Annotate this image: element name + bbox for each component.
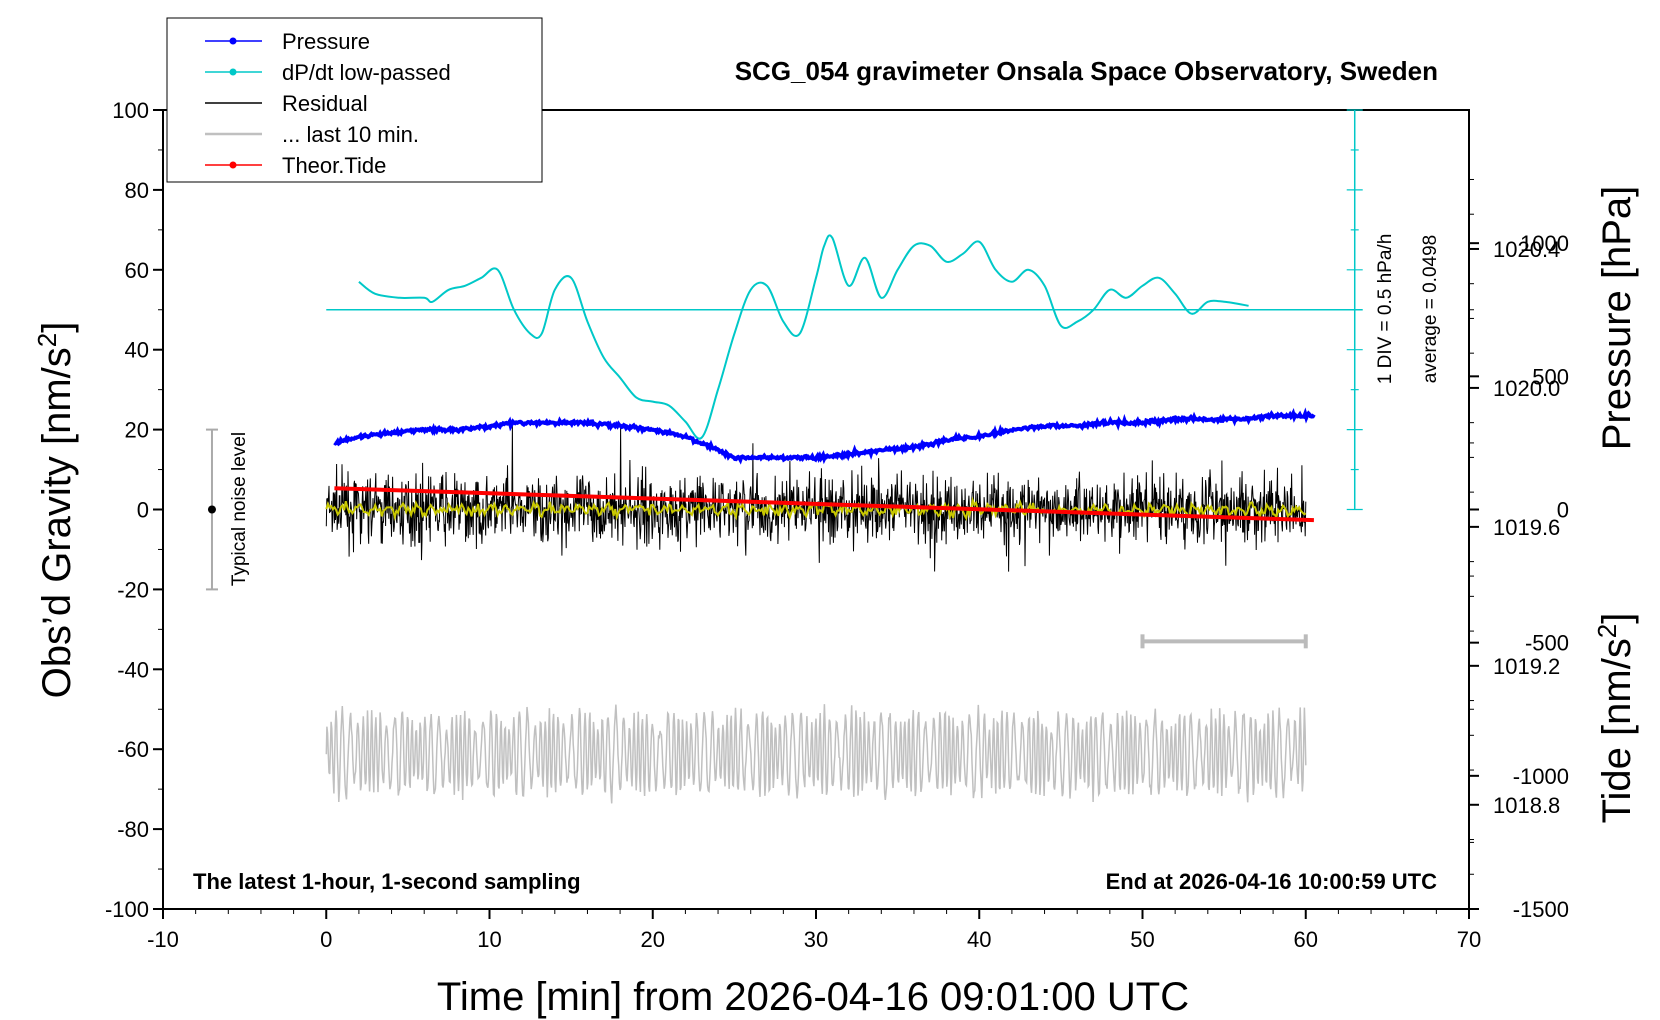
- axis-ticks: -10 0 10 20 30 40 50 60 70100806040200-20-40-60-…: [105, 98, 1569, 952]
- x-tick-label: 70: [1457, 927, 1481, 952]
- legend-label: dP/dt low-passed: [282, 60, 451, 85]
- noise-level-label: Typical noise level: [229, 432, 250, 586]
- y-tide-tick-label: -1000: [1513, 764, 1569, 789]
- y-tide-tick-label: 0: [1557, 498, 1569, 523]
- y-left-tick-label: 0: [137, 498, 149, 523]
- x-axis-label: Time [min] from 2026-04-16 09:01:00 UTC: [437, 975, 1189, 1019]
- data-series: [205, 109, 1363, 804]
- y-pressure-tick-label: 1020.4: [1493, 237, 1560, 262]
- y-left-tick-label: -100: [105, 897, 149, 922]
- legend-marker: [229, 68, 237, 76]
- note-latest: The latest 1-hour, 1-second sampling: [193, 869, 581, 894]
- x-tick-label: -10: [147, 927, 179, 952]
- y-pressure-tick-label: 1020.0: [1493, 376, 1560, 401]
- y-pressure-tick-label: 1018.8: [1493, 793, 1560, 818]
- y-tide-tick-label: 500: [1532, 364, 1569, 389]
- y-left-tick-label: 20: [125, 418, 149, 443]
- legend-label: Theor.Tide: [282, 153, 386, 178]
- y-left-tick-label: 40: [125, 338, 149, 363]
- y-left-tick-label: 100: [112, 98, 149, 123]
- x-tick-label: 0: [320, 927, 332, 952]
- y-axis-label-gravity: Obs’d Gravity [nm/s2]: [32, 322, 79, 699]
- y-left-tick-label: 80: [125, 178, 149, 203]
- x-tick-label: 50: [1130, 927, 1154, 952]
- tide-line: [334, 486, 1314, 523]
- noise-center-dot: [207, 505, 216, 514]
- legend-label: Pressure: [282, 29, 370, 54]
- y-tide-tick-label: -500: [1525, 631, 1569, 656]
- y-left-tick-label: -80: [117, 817, 149, 842]
- y-left-tick-label: 60: [125, 258, 149, 283]
- x-tick-label: 20: [641, 927, 665, 952]
- y-tide-tick-label: 1000: [1520, 231, 1569, 256]
- y-tide-tick-label: -1500: [1513, 897, 1569, 922]
- x-tick-label: 30: [804, 927, 828, 952]
- x-tick-label: 40: [967, 927, 991, 952]
- note-end-time: End at 2026-04-16 10:00:59 UTC: [1106, 869, 1437, 894]
- legend-marker: [229, 37, 237, 45]
- y-axis-label-pressure: Pressure [hPa]: [1595, 186, 1639, 451]
- legend-label: Residual: [282, 91, 368, 116]
- residual-line: [325, 424, 1307, 572]
- pressure-line: [333, 407, 1316, 465]
- dpdt-line: [358, 234, 1249, 440]
- y-pressure-tick-label: 1019.2: [1493, 654, 1560, 679]
- x-tick-label: 10: [477, 927, 501, 952]
- y-left-tick-label: -40: [117, 657, 149, 682]
- legend-label: ... last 10 min.: [282, 122, 419, 147]
- chart-title: SCG_054 gravimeter Onsala Space Observat…: [735, 56, 1438, 86]
- y-left-tick-label: -60: [117, 737, 149, 762]
- x-tick-label: 60: [1294, 927, 1318, 952]
- y-axis-label-tide: Tide [nm/s2]: [1592, 613, 1639, 824]
- dpdt-average-label: average = 0.0498: [1420, 235, 1441, 383]
- y-pressure-tick-label: 1019.6: [1493, 515, 1560, 540]
- legend: Pressure dP/dt low-passed Residual ... last…: [166, 17, 543, 183]
- dpdt-scale-label: 1 DIV = 0.5 hPa/h: [1375, 234, 1396, 385]
- legend-marker: [229, 161, 237, 169]
- y-left-tick-label: -20: [117, 577, 149, 602]
- last10-line: [325, 704, 1307, 804]
- legend-box: [166, 17, 543, 183]
